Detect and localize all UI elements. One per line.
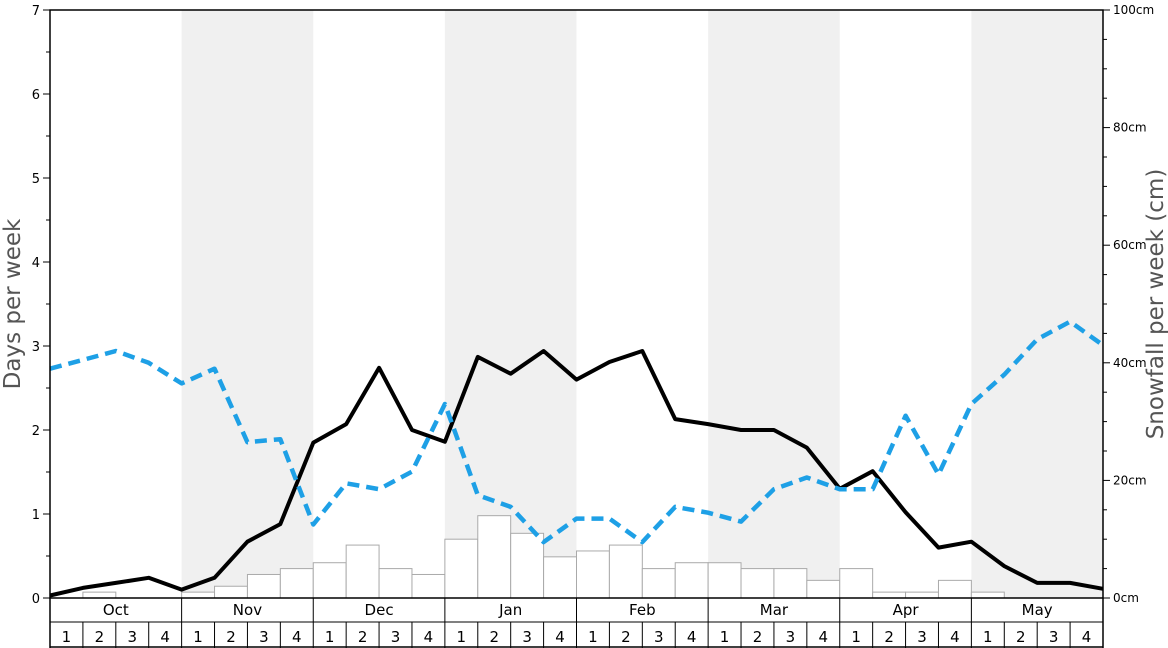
week-label: 2 [1016, 628, 1026, 646]
bar-week-7 [246, 573, 281, 599]
bar-week-26 [872, 591, 907, 599]
week-label: 1 [325, 628, 335, 646]
left-tick-label: 4 [32, 256, 40, 271]
bar-week-20 [674, 562, 709, 599]
chart-lines [49, 319, 1105, 598]
week-label: 2 [489, 628, 499, 646]
week-label: 3 [786, 628, 796, 646]
week-label: 4 [819, 628, 829, 646]
week-label: 1 [983, 628, 993, 646]
left-tick-label: 2 [32, 424, 40, 439]
week-label: 1 [193, 628, 203, 646]
week-label: 4 [1082, 628, 1092, 646]
left-tick-label: 3 [32, 340, 40, 355]
bar-week-27 [905, 591, 939, 599]
bar-week-6 [214, 585, 248, 599]
month-label-jan: Jan [498, 601, 522, 619]
bar-week-15 [510, 532, 545, 599]
bar-week-19 [641, 568, 676, 599]
left-tick-label: 7 [32, 4, 40, 19]
left-tick-label: 5 [32, 172, 40, 187]
week-label: 4 [950, 628, 960, 646]
right-tick-label: 0cm [1113, 591, 1139, 605]
bar-week-5 [181, 591, 216, 599]
bar-week-8 [279, 568, 314, 599]
week-label: 4 [424, 628, 434, 646]
month-label-may: May [1022, 601, 1053, 619]
week-label: 1 [457, 628, 467, 646]
band-nov [181, 10, 314, 598]
bar-week-28 [937, 579, 972, 599]
right-tick-label: 20cm [1113, 473, 1147, 487]
week-label: 4 [292, 628, 302, 646]
week-label: 1 [851, 628, 861, 646]
left-tick-label: 0 [32, 592, 40, 607]
y-axis-title-left: Days per week [0, 218, 26, 389]
week-label: 2 [95, 628, 105, 646]
left-tick-label: 6 [32, 88, 40, 103]
month-label-mar: Mar [760, 601, 789, 619]
week-label: 1 [588, 628, 598, 646]
week-label: 4 [160, 628, 170, 646]
snow-days-bars [82, 515, 1005, 599]
bar-week-22 [740, 568, 775, 599]
bar-week-29 [970, 591, 1005, 599]
week-label: 3 [127, 628, 137, 646]
week-label: 3 [391, 628, 401, 646]
month-label-apr: Apr [893, 601, 920, 619]
left-tick-label: 1 [32, 508, 40, 523]
month-label-oct: Oct [103, 601, 129, 619]
week-label: 3 [917, 628, 927, 646]
bar-week-18 [608, 544, 643, 599]
y-axis-title-right: Snowfall per week (cm) [1143, 169, 1168, 440]
right-tick-label: 100cm [1113, 3, 1154, 17]
snow-days-line [49, 349, 1104, 598]
week-label: 4 [555, 628, 565, 646]
right-tick-label: 60cm [1113, 238, 1147, 252]
week-label: 4 [687, 628, 697, 646]
week-label: 3 [259, 628, 269, 646]
month-label-nov: Nov [233, 601, 262, 619]
week-label: 2 [753, 628, 763, 646]
x-axis-month-week-labels: Oct 1 2 3 4 Nov 1 2 3 4 Dec 1 2 3 4 Jan 1 2 3 4 Feb 1 2 3 4 Mar 1 2… [49, 598, 1104, 648]
right-tick-label: 80cm [1113, 121, 1147, 135]
week-label: 2 [226, 628, 236, 646]
bar-week-11 [378, 568, 413, 599]
bar-week-14 [477, 515, 512, 599]
week-label: 2 [884, 628, 894, 646]
bar-week-16 [543, 556, 577, 599]
bar-week-10 [345, 544, 380, 599]
right-tick-label: 40cm [1113, 356, 1147, 370]
bar-week-21 [707, 562, 742, 599]
month-label-feb: Feb [629, 601, 656, 619]
week-label: 2 [358, 628, 368, 646]
week-label: 3 [1049, 628, 1059, 646]
week-label: 3 [522, 628, 532, 646]
bar-week-12 [411, 573, 446, 599]
bar-week-25 [839, 568, 874, 599]
axis-ticks: 0 1 2 3 4 5 6 7 0cm 20cm 40cm 60cm 80cm 100cm [32, 3, 1154, 607]
week-label: 3 [654, 628, 664, 646]
bar-week-9 [312, 562, 347, 599]
bar-week-2 [82, 591, 117, 599]
snowfall-line [49, 319, 1105, 545]
bar-week-24 [806, 579, 841, 599]
bar-week-13 [444, 538, 479, 599]
band-may [971, 10, 1103, 598]
month-label-dec: Dec [365, 601, 394, 619]
band-jan [444, 10, 577, 598]
band-mar [708, 10, 840, 598]
week-label: 2 [621, 628, 631, 646]
week-label: 1 [720, 628, 730, 646]
month-shading-bands [181, 10, 1103, 598]
bar-week-17 [576, 550, 610, 599]
week-label: 1 [62, 628, 72, 646]
bar-week-23 [773, 568, 808, 599]
